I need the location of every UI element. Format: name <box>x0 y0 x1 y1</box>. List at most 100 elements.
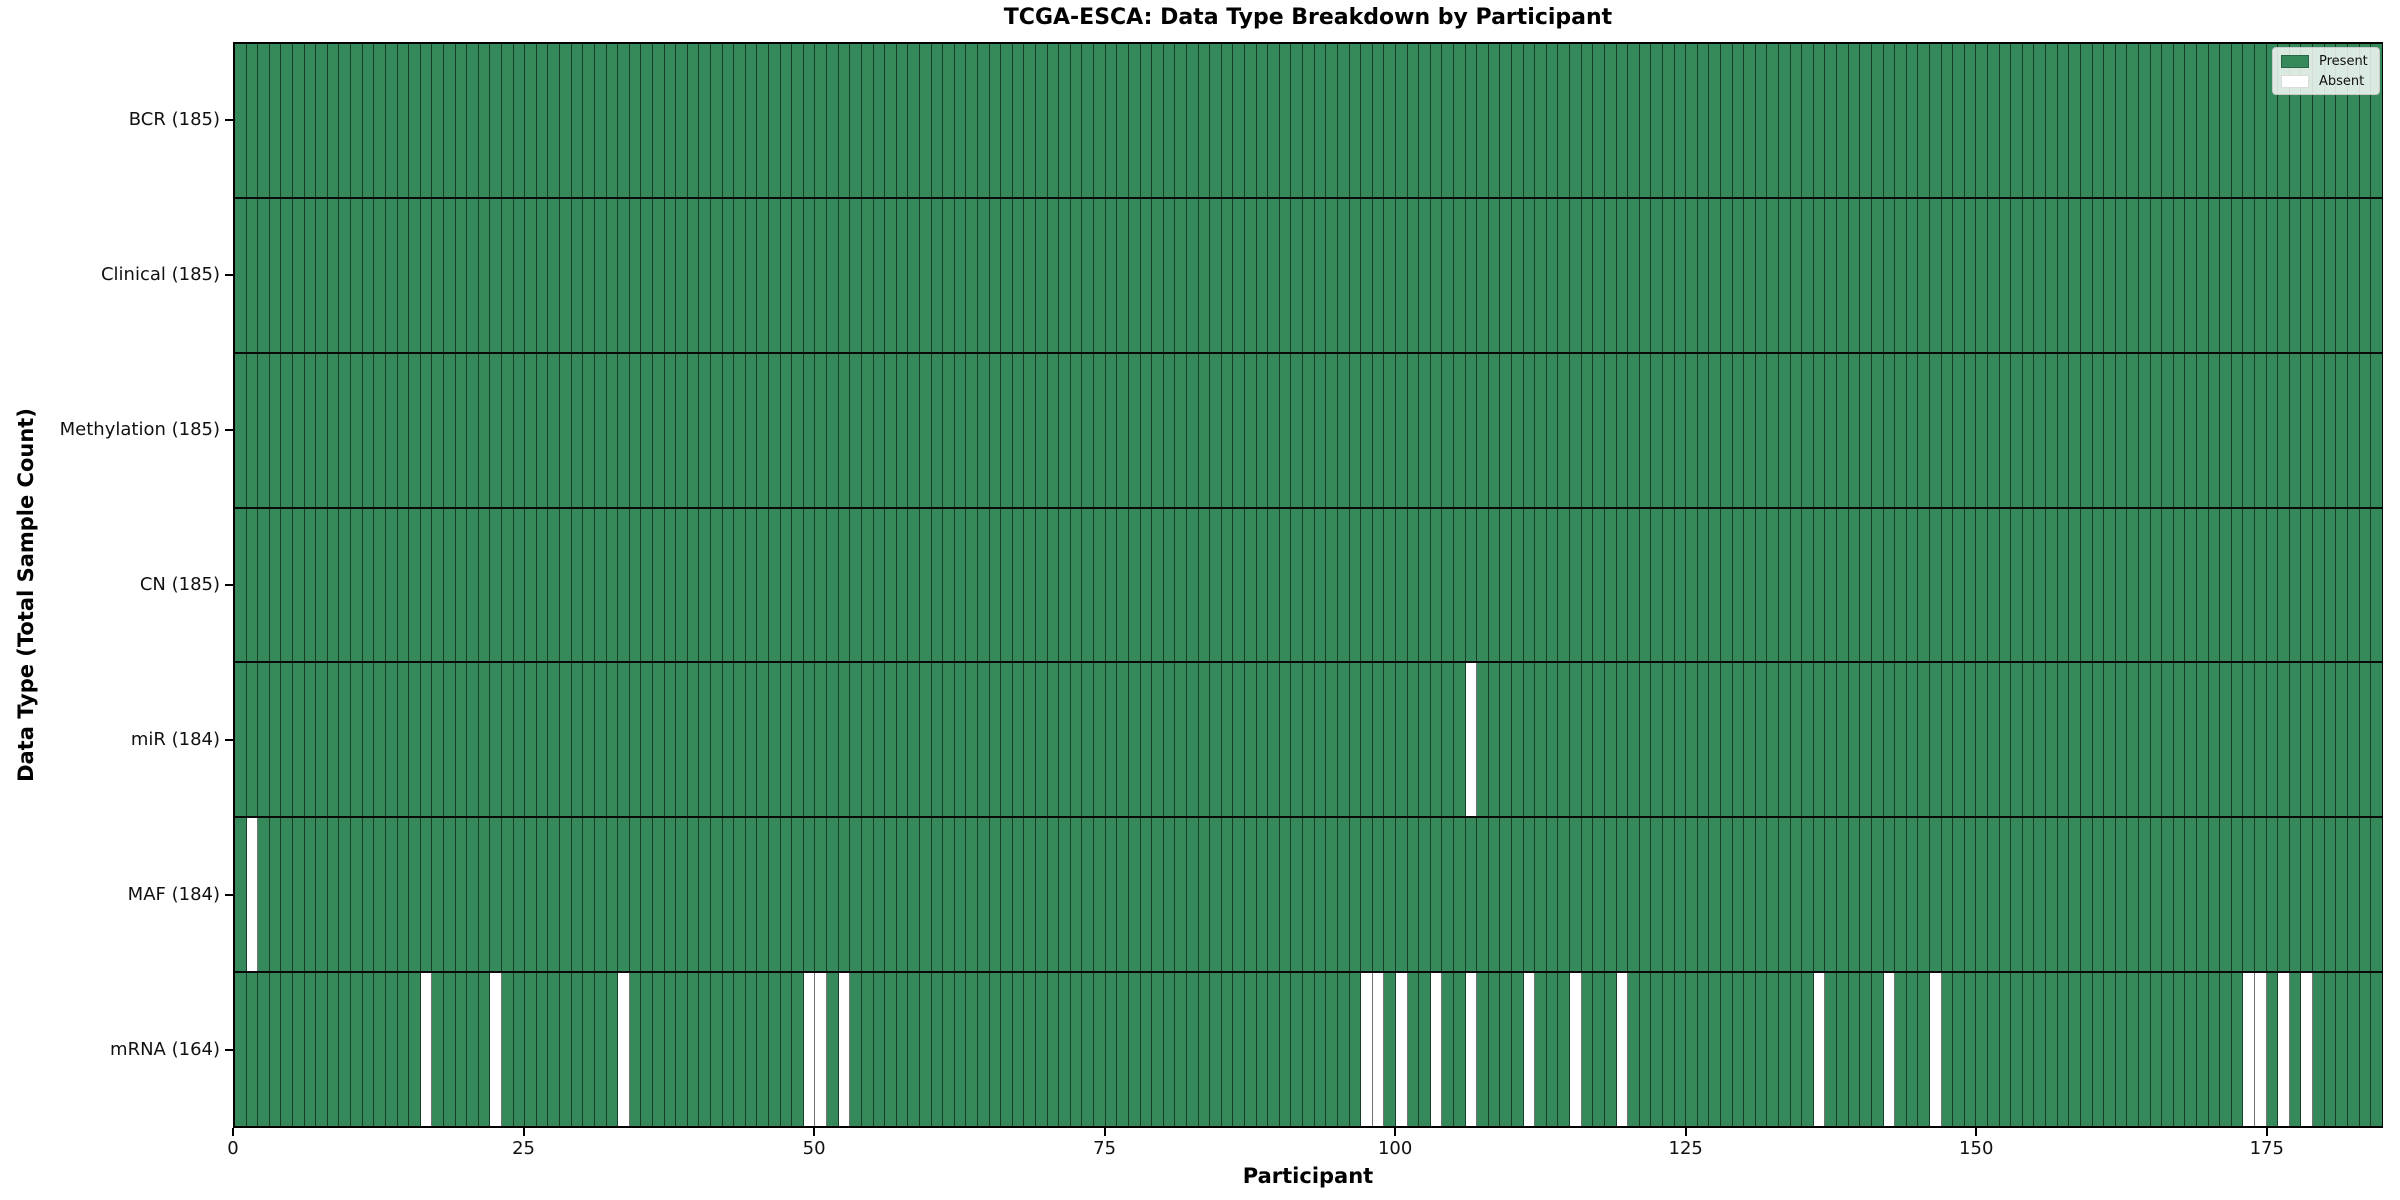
cell-present <box>2069 198 2081 352</box>
cell-present <box>1616 818 1629 972</box>
cell-present <box>2289 508 2302 662</box>
cell-absent <box>1616 973 1629 1127</box>
cell-present <box>502 198 514 352</box>
cell-present <box>1662 663 1675 817</box>
cell-present <box>351 198 363 352</box>
cell-present <box>2301 663 2314 817</box>
cell-present <box>1082 508 1095 662</box>
cell-present <box>351 353 363 507</box>
cell-present <box>1802 663 1814 817</box>
cell-present <box>687 663 700 817</box>
cell-present <box>1790 44 1803 197</box>
cell-present <box>792 353 804 507</box>
cell-absent <box>1395 973 1408 1127</box>
cell-present <box>1616 44 1629 197</box>
cell-present <box>931 663 944 817</box>
cell-present <box>1395 198 1408 352</box>
cell-present <box>1082 353 1095 507</box>
cell-present <box>2324 198 2337 352</box>
cell-present <box>1639 198 1652 352</box>
cell-present <box>374 353 386 507</box>
cell-present <box>1581 198 1594 352</box>
cell-present <box>1070 818 1083 972</box>
cell-present <box>281 44 294 197</box>
cell-present <box>2208 508 2221 662</box>
cell-present <box>734 198 746 352</box>
cell-present <box>1047 198 1060 352</box>
cell-present <box>861 353 874 507</box>
cell-present <box>1036 973 1048 1127</box>
cell-present <box>1036 818 1048 972</box>
cell-present <box>861 508 874 662</box>
cell-present <box>838 353 851 507</box>
cell-present <box>989 353 1002 507</box>
cell-present <box>2359 44 2372 197</box>
cell-present <box>1245 818 1257 972</box>
cell-present <box>1744 353 1756 507</box>
cell-present <box>861 818 874 972</box>
cell-present <box>293 663 305 817</box>
cell-present <box>594 663 607 817</box>
cell-present <box>536 973 549 1127</box>
cell-present <box>1790 973 1803 1127</box>
cell-present <box>978 663 990 817</box>
cell-present <box>908 353 920 507</box>
legend-swatch-absent <box>2281 75 2309 88</box>
cell-present <box>1512 198 1524 352</box>
cell-present <box>397 353 410 507</box>
cell-present <box>1221 198 1234 352</box>
matrix-row <box>235 508 2382 664</box>
cell-present <box>1779 508 1791 662</box>
cell-present <box>502 818 514 972</box>
cell-present <box>467 353 479 507</box>
cell-present <box>455 198 468 352</box>
cell-present <box>1721 973 1733 1127</box>
cell-present <box>1790 818 1803 972</box>
cell-present <box>2243 353 2256 507</box>
cell-present <box>548 44 561 197</box>
cell-present <box>1059 198 1071 352</box>
cell-present <box>1512 44 1524 197</box>
cell-present <box>1662 353 1675 507</box>
cell-present <box>2080 353 2093 507</box>
x-tick-mark <box>1103 1128 1106 1136</box>
cell-present <box>687 818 700 972</box>
cell-present <box>2022 353 2035 507</box>
cell-present <box>502 663 514 817</box>
cell-present <box>1024 353 1037 507</box>
cell-present <box>2255 663 2267 817</box>
cell-present <box>2069 818 2081 972</box>
cell-present <box>293 818 305 972</box>
cell-present <box>664 973 677 1127</box>
cell-present <box>1070 663 1083 817</box>
cell-present <box>1140 353 1153 507</box>
cell-present <box>1953 44 1965 197</box>
cell-present <box>629 818 642 972</box>
cell-present <box>1024 198 1037 352</box>
cell-present <box>1291 198 1304 352</box>
cell-present <box>246 508 259 662</box>
cell-present <box>2022 818 2035 972</box>
cell-present <box>943 818 955 972</box>
cell-present <box>258 44 270 197</box>
cell-present <box>1674 973 1687 1127</box>
cell-present <box>1082 663 1095 817</box>
cell-present <box>362 663 375 817</box>
cell-present <box>420 508 433 662</box>
cell-present <box>2243 44 2256 197</box>
cell-present <box>1117 198 1129 352</box>
y-tick-label: CN (185) <box>139 574 220 595</box>
cell-present <box>838 663 851 817</box>
cell-present <box>873 44 886 197</box>
cell-present <box>1012 44 1025 197</box>
cell-present <box>2092 973 2105 1127</box>
cell-present <box>1604 818 1617 972</box>
cell-present <box>699 818 711 972</box>
cell-present <box>1813 508 1826 662</box>
cell-present <box>1686 818 1698 972</box>
cell-present <box>2173 44 2186 197</box>
cell-present <box>896 973 909 1127</box>
cell-present <box>2115 818 2128 972</box>
cell-present <box>792 818 804 972</box>
cell-present <box>2104 353 2116 507</box>
